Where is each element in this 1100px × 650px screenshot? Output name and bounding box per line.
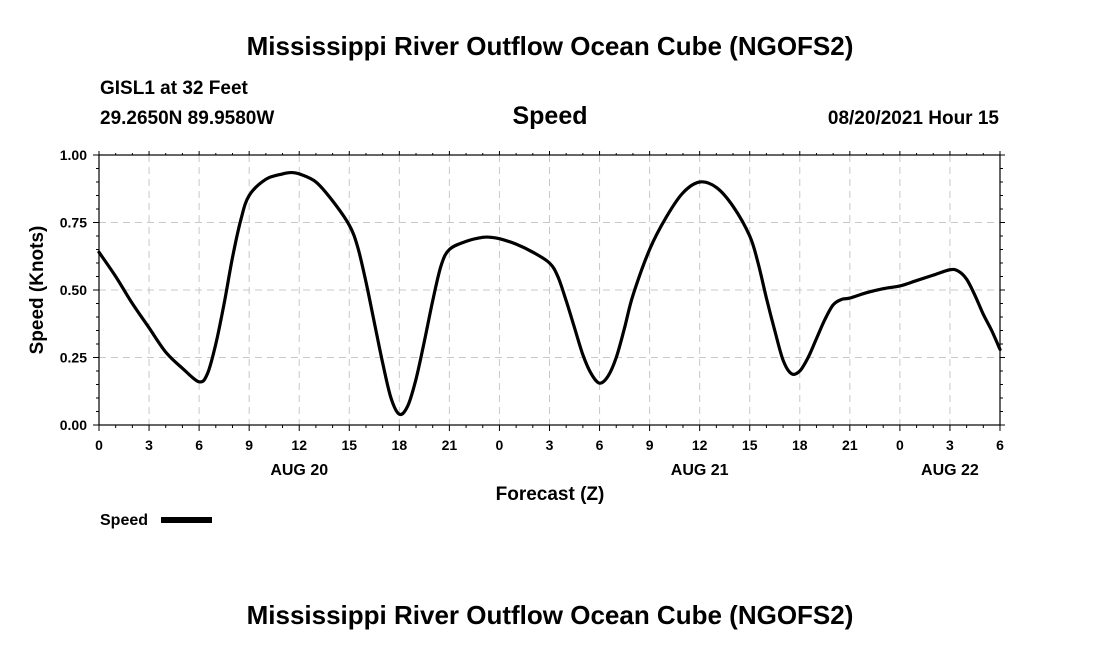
date-label: AUG 22 [921,462,979,479]
y-tick-label: 0.25 [60,350,87,366]
axis-labels: 0 3 6 9 12 15 18 21 0 3 6 9 12 15 18 21 0 3 6 0.00 0.25 0.50 0… [60,147,1004,479]
x-tick-label: 12 [692,437,708,453]
y-axis-title: Speed (Knots) [27,226,48,355]
x-tick-label: 6 [195,437,203,453]
x-tick-label: 12 [291,437,307,453]
x-tick-label: 21 [842,437,858,453]
x-tick-label: 3 [546,437,554,453]
x-tick-label: 3 [145,437,153,453]
series-line-speed [97,170,1002,417]
x-tick-label: 3 [946,437,954,453]
chart-subtitle: Speed [512,102,587,130]
x-tick-label: 15 [742,437,758,453]
station-coordinates: 29.2650N 89.9580W [100,108,274,129]
y-tick-label: 0.75 [60,215,87,231]
x-tick-label: 0 [896,437,904,453]
date-label: AUG 21 [671,462,729,479]
chart-main-title: Mississippi River Outflow Ocean Cube (NG… [247,31,854,61]
y-tick-label: 0.50 [60,282,87,298]
x-tick-label: 9 [646,437,654,453]
legend-label: Speed [100,512,148,529]
plot-frame [98,154,1001,426]
x-tick-label: 15 [341,437,357,453]
date-label: AUG 20 [270,462,328,479]
legend: Speed [100,512,212,529]
x-tick-label: 0 [95,437,103,453]
y-tick-label: 1.00 [60,147,87,163]
chart-footer-title: Mississippi River Outflow Ocean Cube (NG… [247,600,854,630]
station-name: GISL1 at 32 Feet [100,78,249,99]
gridlines [99,155,1000,425]
series-layer [97,170,1002,417]
x-tick-label: 21 [442,437,458,453]
forecast-datetime: 08/20/2021 Hour 15 [828,108,1000,129]
x-tick-label: 0 [496,437,504,453]
x-tick-label: 18 [392,437,408,453]
y-tick-label: 0.00 [60,417,87,433]
x-tick-label: 18 [792,437,808,453]
x-tick-label: 6 [996,437,1004,453]
x-axis-title: Forecast (Z) [496,484,605,505]
x-tick-label: 9 [245,437,253,453]
x-tick-label: 6 [596,437,604,453]
